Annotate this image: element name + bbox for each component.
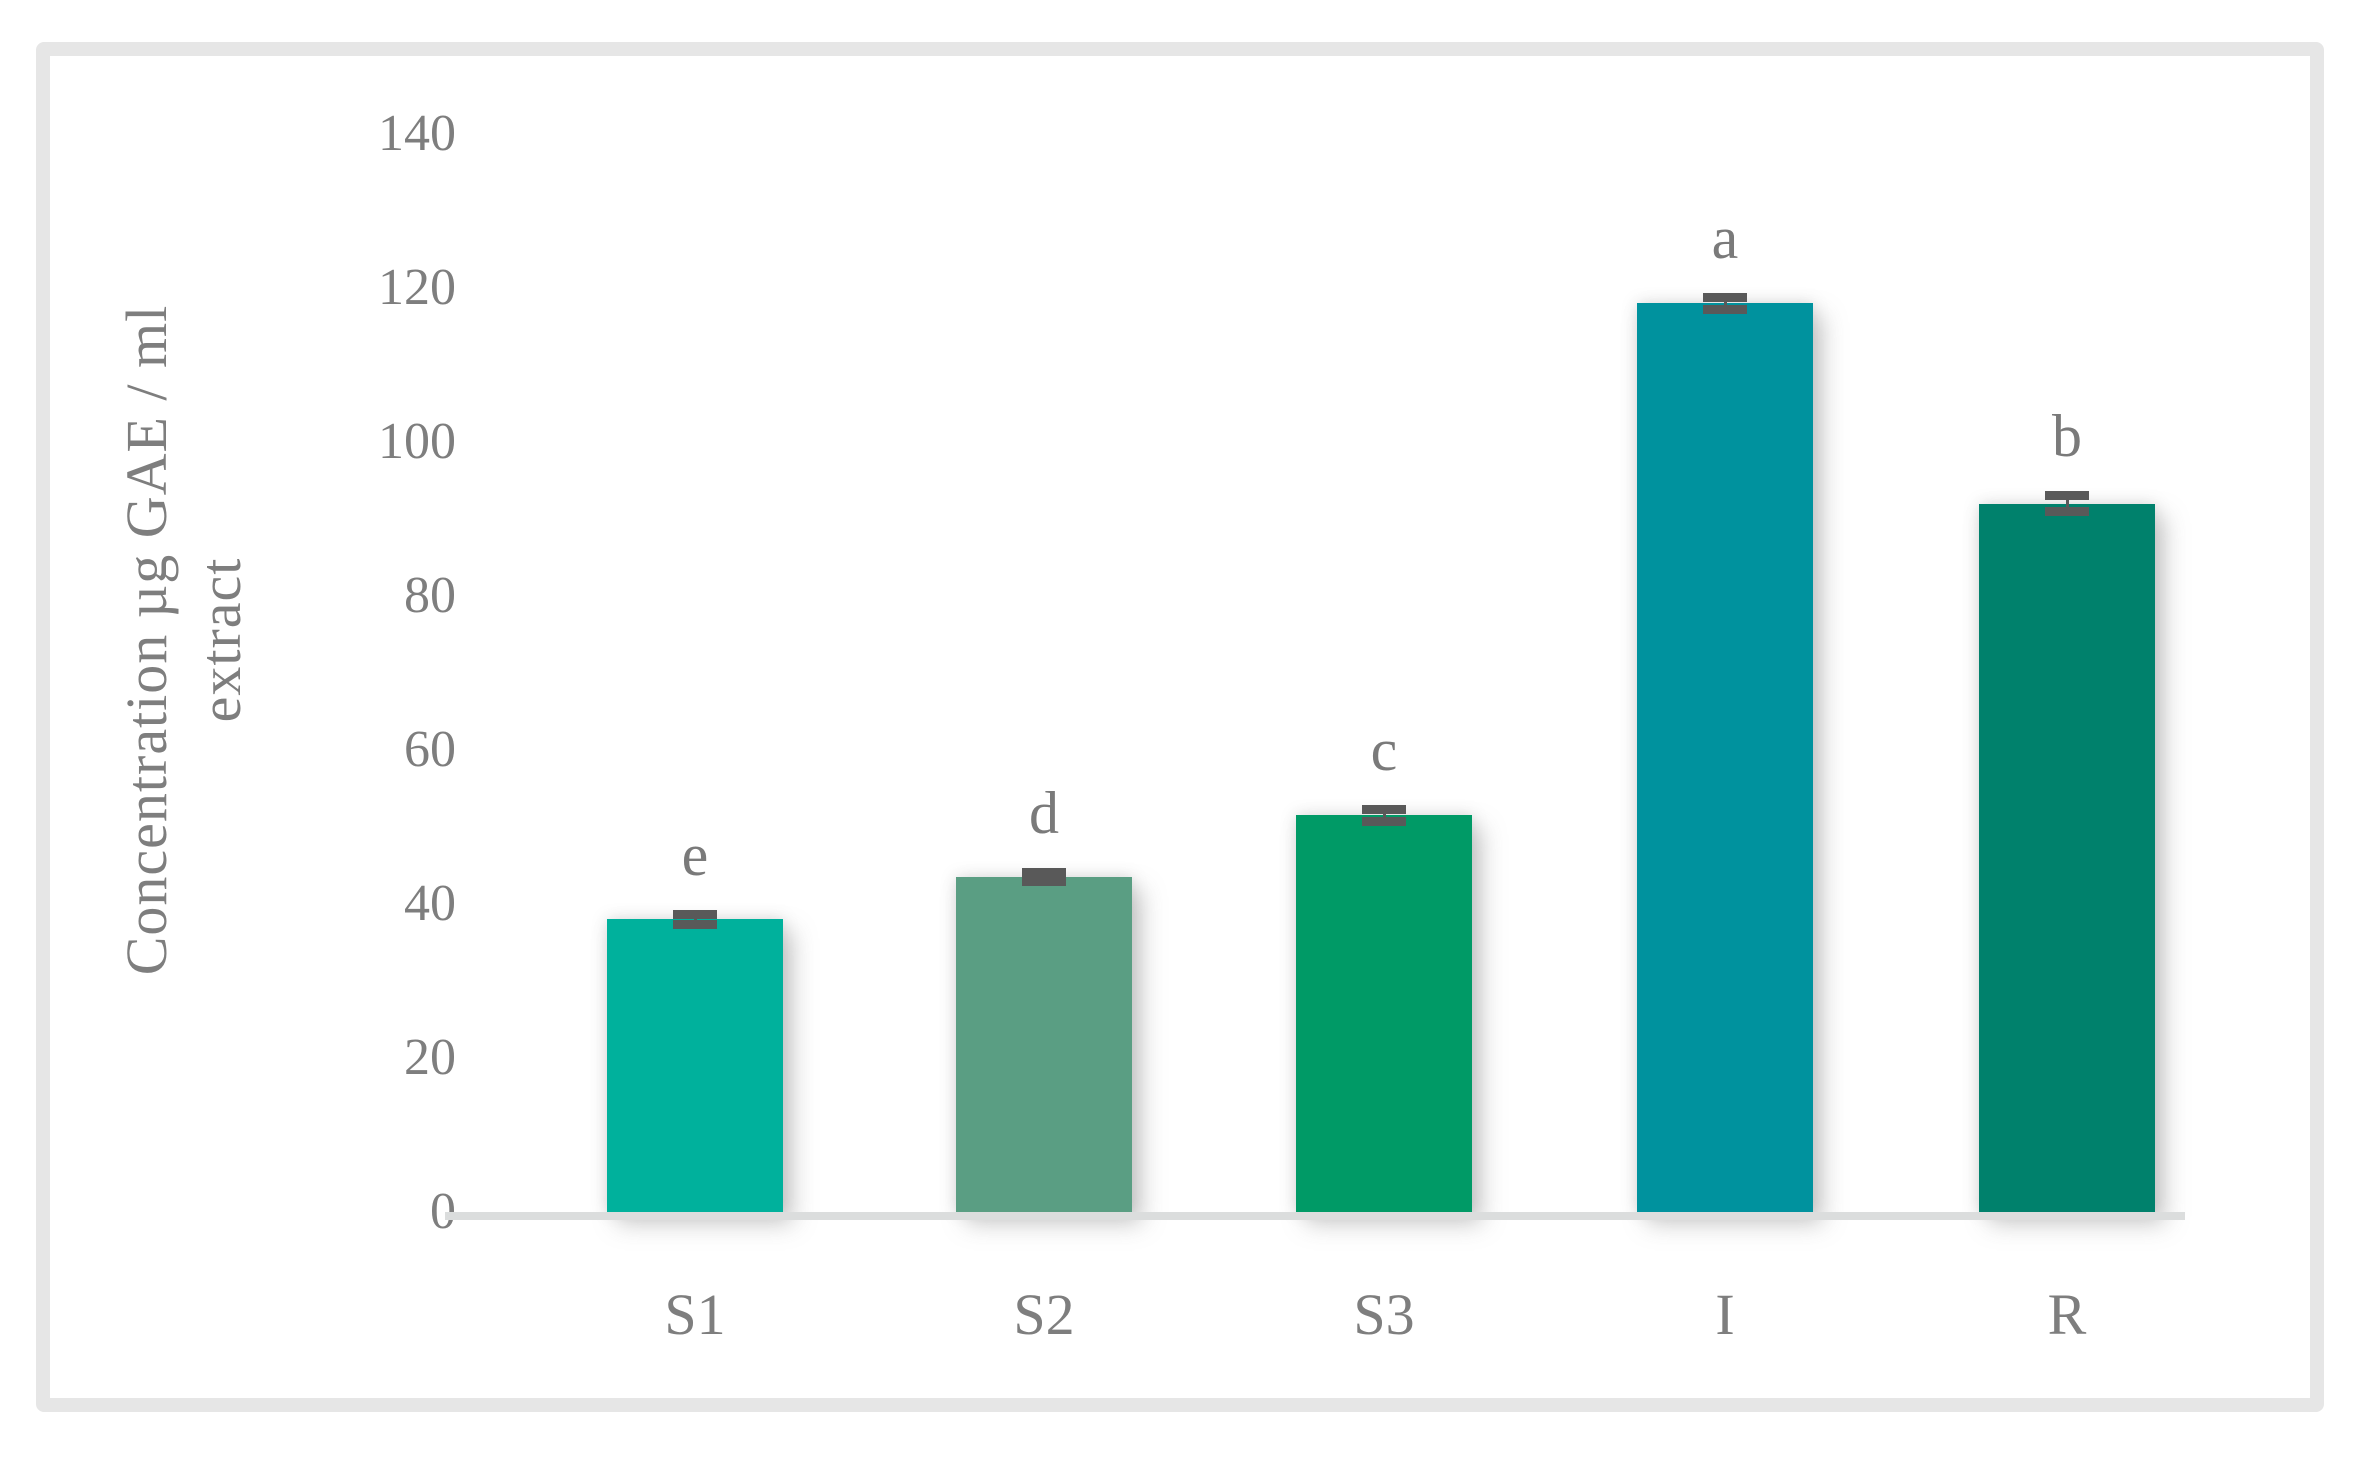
error-bar-cap-bottom-S1 bbox=[673, 920, 717, 930]
x-axis-label-I: I bbox=[1715, 1282, 1735, 1347]
x-axis-label-S2: S2 bbox=[1013, 1282, 1075, 1347]
y-axis-title-line2: extract bbox=[188, 557, 253, 723]
bar-S3 bbox=[1296, 815, 1472, 1212]
x-axis-label-R: R bbox=[2047, 1282, 2087, 1347]
error-bar-cap-bottom-I bbox=[1703, 304, 1747, 314]
y-tick-label-140: 140 bbox=[378, 105, 456, 162]
error-bar-stem-S1 bbox=[693, 918, 697, 920]
sig-letter-c: c bbox=[1370, 717, 1398, 784]
sig-letter-e: e bbox=[681, 821, 709, 888]
bar-S2 bbox=[956, 877, 1132, 1212]
sig-letter-d: d bbox=[1029, 780, 1059, 847]
error-bar-cap-bottom-R bbox=[2045, 507, 2089, 517]
y-tick-label-60: 60 bbox=[404, 721, 456, 778]
y-tick-label-40: 40 bbox=[404, 875, 456, 932]
bar-I bbox=[1637, 303, 1813, 1212]
y-axis-title-line1: Concentration µg GAE / ml bbox=[114, 304, 179, 976]
error-bar-cap-bottom-S3 bbox=[1362, 816, 1406, 826]
x-axis-label-S1: S1 bbox=[664, 1282, 726, 1347]
error-bar-cap-top-S1 bbox=[673, 909, 717, 919]
error-bar-stem-I bbox=[1723, 302, 1727, 305]
y-tick-label-20: 20 bbox=[404, 1029, 456, 1086]
y-tick-label-0: 0 bbox=[430, 1183, 456, 1240]
bar-S1 bbox=[607, 919, 783, 1212]
chart-frame bbox=[36, 42, 2324, 1412]
x-axis-label-S3: S3 bbox=[1353, 1282, 1415, 1347]
y-tick-label-100: 100 bbox=[378, 413, 456, 470]
x-axis-line bbox=[445, 1212, 2185, 1220]
error-bar-stem-R bbox=[2065, 499, 2069, 508]
error-bar-cap-top-I bbox=[1703, 293, 1747, 302]
y-tick-label-120: 120 bbox=[378, 259, 456, 316]
y-tick-label-80: 80 bbox=[404, 567, 456, 624]
y-axis-title: Concentration µg GAE / ml extract bbox=[110, 90, 260, 1190]
error-bar-cap-bottom-S2 bbox=[1022, 876, 1066, 886]
bar-R bbox=[1979, 503, 2155, 1212]
sig-letter-b: b bbox=[2052, 402, 2082, 469]
sig-letter-a: a bbox=[1711, 205, 1739, 271]
error-bar-cap-top-S2 bbox=[1022, 868, 1066, 878]
error-bar-cap-top-S3 bbox=[1362, 805, 1406, 815]
error-bar-cap-top-R bbox=[2045, 490, 2089, 500]
error-bar-stem-S3 bbox=[1382, 814, 1386, 817]
